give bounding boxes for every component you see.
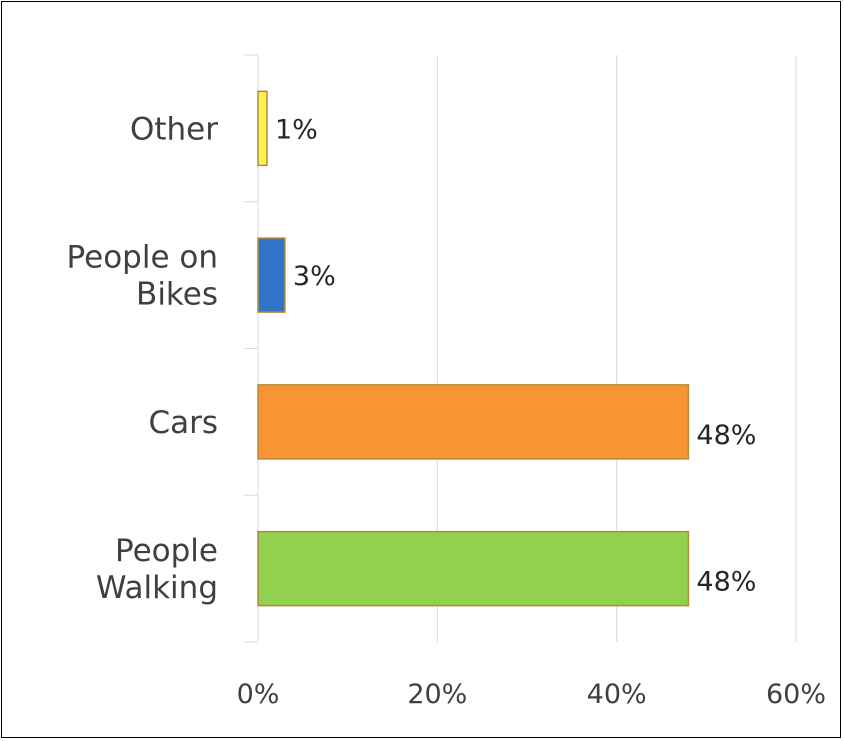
bars xyxy=(257,90,690,607)
x-tick-label: 60% xyxy=(766,679,826,710)
x-tick-label: 20% xyxy=(407,679,467,710)
data-label-cars: 48% xyxy=(696,420,756,451)
data-labels: 48% 48% 3% 1% xyxy=(275,114,756,597)
x-tick-label: 40% xyxy=(587,679,647,710)
category-label-cars: Cars xyxy=(148,405,218,441)
category-labels: People Walking Cars People on Bikes Other xyxy=(67,111,219,606)
category-label-people-on-bikes: People on Bikes xyxy=(67,240,218,313)
category-label-other: Other xyxy=(130,111,218,147)
bar-people-walking xyxy=(257,530,690,607)
bar-cars xyxy=(257,384,690,460)
x-tick-label: 0% xyxy=(237,679,280,710)
data-label-people-on-bikes: 3% xyxy=(293,261,336,292)
data-label-people-walking: 48% xyxy=(696,567,756,598)
bar-people-on-bikes xyxy=(257,237,286,313)
category-axis xyxy=(244,54,259,643)
bar-other xyxy=(257,90,268,167)
category-label-people-walking: People Walking xyxy=(96,533,218,606)
x-tick-labels: 0% 20% 40% 60% xyxy=(237,679,826,710)
data-label-other: 1% xyxy=(275,114,318,145)
